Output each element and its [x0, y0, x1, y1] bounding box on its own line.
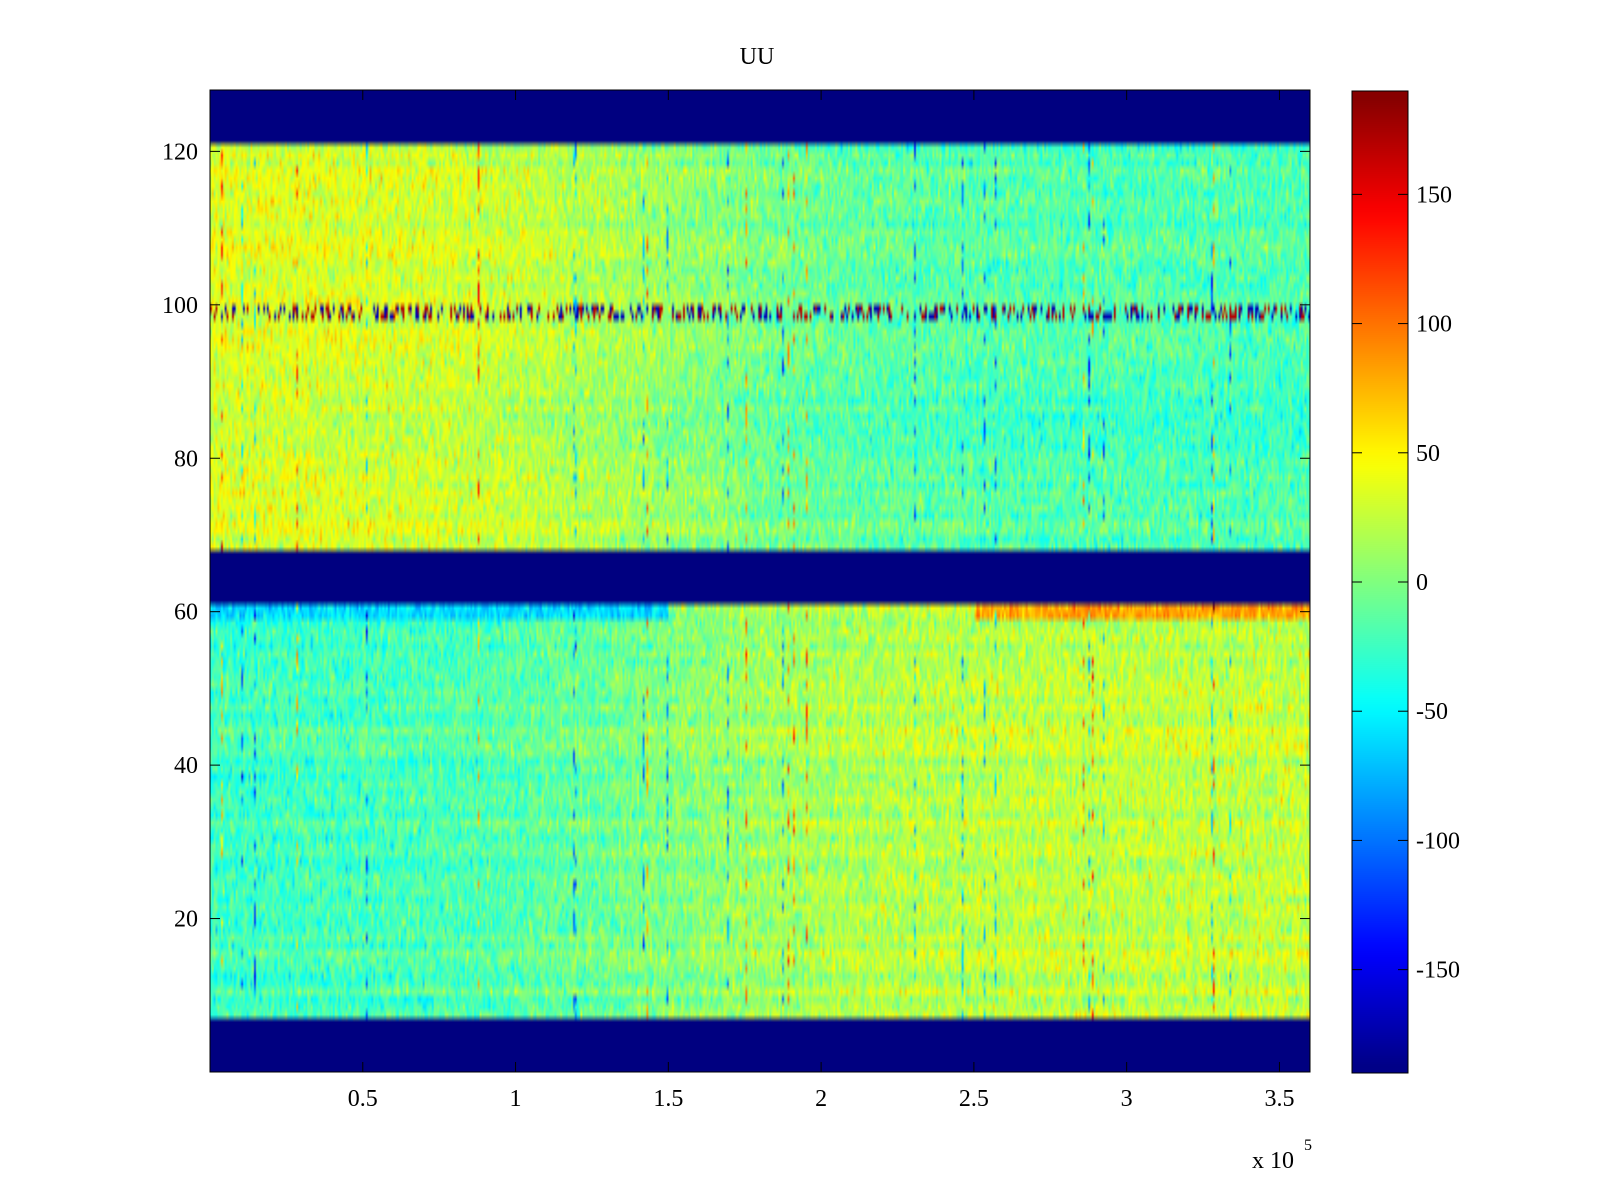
y-tick-label: 100 [162, 293, 198, 319]
colorbar-tick-label: 50 [1416, 441, 1440, 467]
x-tick-label: 2 [815, 1086, 827, 1112]
chart-title: UU [740, 44, 775, 70]
x-axis: 0.5 1 1.5 2 2.5 3 3.5 [348, 90, 1294, 1112]
plot-frame [209, 89, 1311, 1073]
y-tick-label: 40 [174, 753, 198, 779]
colorbar-tick-label: -100 [1416, 828, 1460, 854]
x-tick-label: 3.5 [1264, 1086, 1294, 1112]
y-tick-label: 120 [162, 139, 198, 165]
heatmap-image [210, 90, 1310, 1072]
x-axis-multiplier: x 10 5 [1252, 1137, 1312, 1174]
y-tick-label: 20 [174, 907, 198, 933]
plot-area [209, 89, 1311, 1073]
x-tick-label: 1 [510, 1086, 522, 1112]
x-tick-label: 0.5 [348, 1086, 378, 1112]
x-multiplier-exponent: 5 [1304, 1137, 1312, 1154]
colorbar-tick-label: 100 [1416, 312, 1452, 338]
colorbar: 150 100 50 0 -50 -100 -150 [1351, 90, 1460, 1074]
x-tick-label: 3 [1121, 1086, 1133, 1112]
colorbar-tick-label: 150 [1416, 182, 1452, 208]
x-tick-label: 2.5 [959, 1086, 989, 1112]
x-tick-label: 1.5 [653, 1086, 683, 1112]
y-tick-label: 80 [174, 446, 198, 472]
colorbar-tick-label: -150 [1416, 958, 1460, 984]
x-multiplier-base: x 10 [1252, 1148, 1294, 1174]
y-axis: 20 40 60 80 100 120 [162, 139, 1310, 933]
colorbar-ticks: 150 100 50 0 -50 -100 -150 [1352, 182, 1460, 984]
y-tick-label: 60 [174, 600, 198, 626]
colorbar-tick-label: 0 [1416, 570, 1428, 596]
colorbar-tick-label: -50 [1416, 699, 1448, 725]
